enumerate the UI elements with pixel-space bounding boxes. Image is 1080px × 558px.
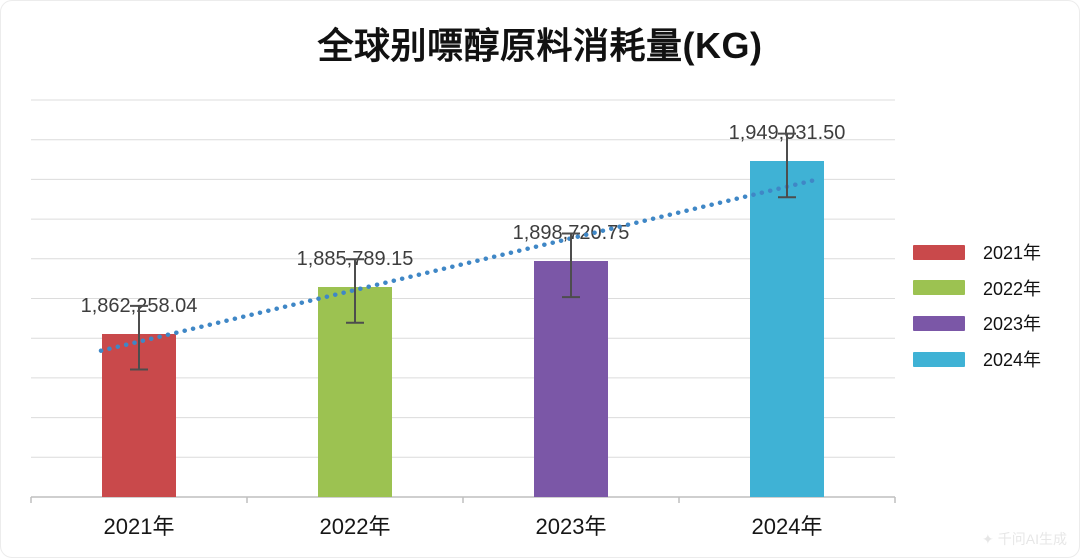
bar-2024年 [750, 161, 824, 497]
x-axis-label-2024年: 2024年 [751, 514, 823, 539]
legend-label: 2024年 [983, 350, 1042, 371]
watermark-logo-icon: ✦ [982, 530, 994, 547]
x-axis-label-2021年: 2021年 [103, 514, 175, 539]
x-axis-label-2022年: 2022年 [319, 514, 391, 539]
value-label-2021年: 1,862,258.04 [80, 294, 198, 317]
bar-2021年 [102, 333, 176, 497]
legend-label: 2023年 [983, 314, 1042, 335]
legend-swatch-2023年 [913, 315, 965, 331]
legend-item-2024年: 2024年 [913, 348, 1041, 370]
value-label-2024年: 1,949,031.50 [728, 122, 846, 145]
value-label-2022年: 1,885,789.15 [296, 248, 414, 270]
plot-area: 1,862,258.04 2021年 1,885,789.15 2022年 1,898,… [30, 99, 896, 539]
bar-2022年 [318, 287, 392, 497]
legend-label: 2021年 [983, 243, 1042, 263]
watermark-text: 千问AI生成 [997, 531, 1067, 547]
legend-item-2023年: 2023年 [913, 312, 1041, 334]
value-label-2023年: 1,898,720.75 [512, 222, 630, 245]
legend-swatch-2021年 [913, 244, 965, 260]
x-axis-label-2023年: 2023年 [535, 514, 607, 539]
legend-item-2022年: 2022年 [913, 277, 1041, 299]
watermark: ✦ 千问AI生成 [982, 529, 1067, 549]
legend-swatch-2024年 [913, 351, 965, 367]
bar-2023年 [534, 261, 608, 497]
legend-item-2021年: 2021年 [913, 241, 1041, 263]
legend-swatch-2022年 [913, 280, 965, 296]
chart-title: 全球别嘌醇原料消耗量(KG) [317, 25, 763, 66]
legend-label: 2022年 [983, 278, 1042, 299]
